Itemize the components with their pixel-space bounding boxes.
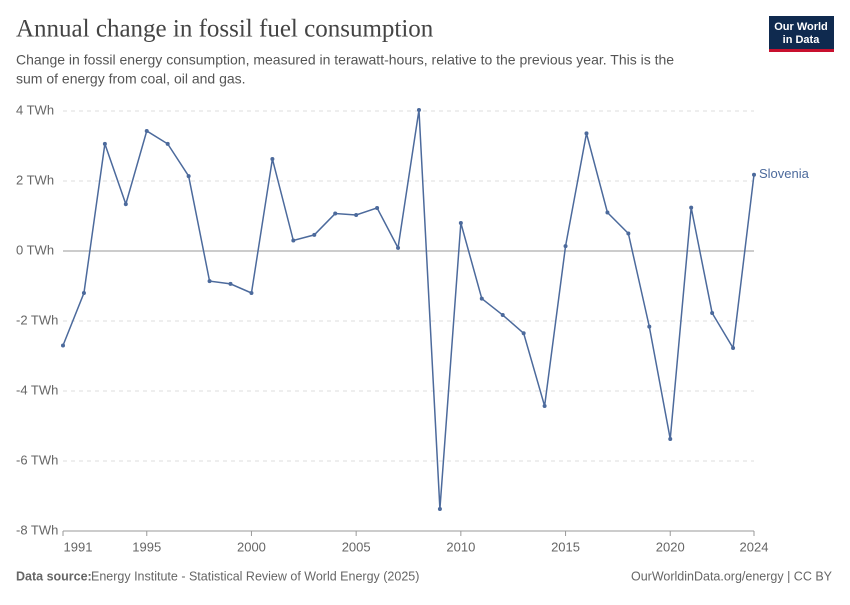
y-tick-label: -6 TWh [16,452,58,467]
point [207,279,212,284]
subtitle: sum of energy from coal, oil and gas. [16,71,246,87]
point [123,202,128,207]
line [62,109,755,510]
point [731,345,736,350]
x-tick-label: 2024 [740,539,769,554]
point [312,232,317,237]
source-label: Data source: [16,569,92,583]
point [375,205,380,210]
point [647,324,652,329]
x-tick-label: 2005 [342,539,371,554]
x-tick-label: 2010 [446,539,475,554]
y-tick-label: 2 TWh [16,172,54,187]
logo-text: Our World [774,21,828,33]
logo [769,16,834,52]
point [354,212,359,217]
point [584,131,589,136]
point [437,506,442,511]
point [500,313,505,318]
point [249,291,254,295]
legend-label: Slovenia [759,166,810,181]
logo-text: in Data [783,34,821,46]
point [605,210,610,215]
point [626,231,631,236]
subtitle: Change in fossil energy consumption, mea… [16,52,674,68]
y-tick-label: 0 TWh [16,242,54,257]
y-tick-label: -2 TWh [16,312,58,327]
chart-title: Annual change in fossil fuel consumption [16,16,434,43]
point [291,238,296,243]
y-tick-label: -4 TWh [16,382,58,397]
x-tick-label: 1991 [64,539,93,554]
logo-bar [769,49,834,52]
point [333,211,338,216]
x-tick-label: 2000 [237,539,266,554]
x-tick-label: 2015 [551,539,580,554]
point [521,331,526,336]
source: Energy Institute - Statistical Review of… [91,569,419,583]
point [458,221,463,225]
point [61,343,65,348]
point [165,141,170,146]
credit: OurWorldinData.org/energy | CC BY [631,569,833,583]
point [228,281,233,286]
point [542,404,547,409]
point [144,128,149,133]
point [81,291,86,295]
point [186,174,191,179]
point [710,310,715,315]
point [563,244,568,249]
point [668,436,673,441]
point [396,245,401,250]
point [479,296,484,301]
point [752,172,756,177]
point [416,107,421,112]
point [689,205,694,210]
point [270,156,275,161]
x-tick-label: 2020 [656,539,685,554]
y-tick-label: -8 TWh [16,522,58,537]
point [102,141,107,146]
y-tick-label: 4 TWh [16,102,54,117]
x-tick-label: 1995 [132,539,161,554]
